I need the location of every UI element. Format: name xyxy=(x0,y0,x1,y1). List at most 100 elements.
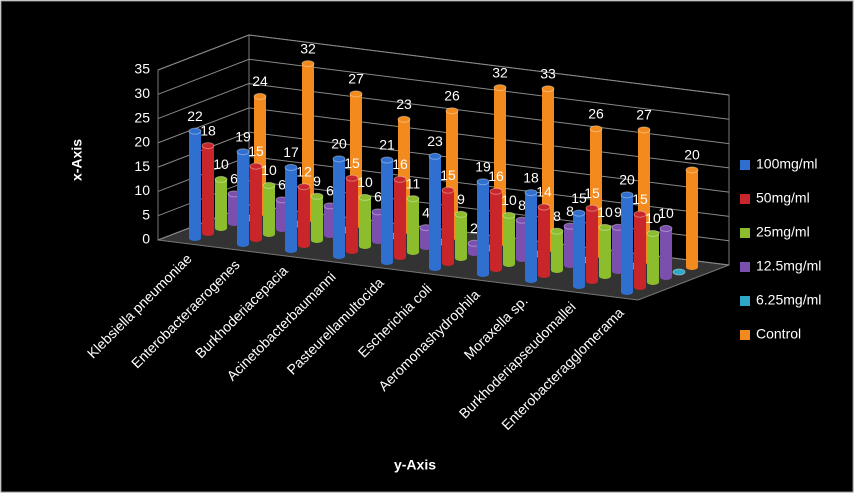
cylinder-top xyxy=(476,178,490,186)
cylinder xyxy=(502,211,516,267)
data-label: 23 xyxy=(427,133,443,149)
legend-swatch xyxy=(740,296,750,306)
cylinder-top xyxy=(589,125,603,133)
bar xyxy=(490,191,502,269)
cylinder-top xyxy=(393,175,407,183)
cylinder-top xyxy=(406,195,420,203)
cylinder xyxy=(550,227,564,273)
cylinder-top xyxy=(672,268,686,276)
data-label: 26 xyxy=(588,105,604,121)
data-label: 20 xyxy=(331,136,347,152)
data-label: 16 xyxy=(488,168,504,184)
grid-line xyxy=(157,131,730,193)
y-tick-label: 35 xyxy=(134,61,150,77)
cylinder-top xyxy=(214,175,228,183)
y-tick-label: 0 xyxy=(142,231,150,247)
data-label: 20 xyxy=(619,172,635,188)
data-label: 9 xyxy=(614,204,622,220)
data-label: 19 xyxy=(475,158,491,174)
cylinder xyxy=(646,229,660,285)
bar xyxy=(634,214,646,287)
data-label: 9 xyxy=(313,173,321,189)
legend-swatch xyxy=(740,228,750,238)
data-label: 15 xyxy=(571,190,587,206)
cylinder xyxy=(489,187,503,272)
legend-label: 12.5mg/ml xyxy=(756,258,821,274)
cylinder-top xyxy=(441,186,455,194)
cylinder-top xyxy=(284,163,298,171)
data-label: 32 xyxy=(300,40,316,56)
y-tick-label: 10 xyxy=(134,182,150,198)
cylinder-top xyxy=(428,152,442,160)
y-tick-label: 5 xyxy=(142,206,150,222)
cylinder xyxy=(201,142,215,236)
grid-line xyxy=(157,58,730,120)
cylinder xyxy=(454,210,468,261)
y-tick-label: 30 xyxy=(134,85,150,101)
data-label: 14 xyxy=(536,184,552,200)
cylinder-top xyxy=(349,90,363,98)
cylinder xyxy=(380,156,394,265)
data-label: 21 xyxy=(379,137,395,153)
cylinder xyxy=(188,127,202,241)
bar xyxy=(429,156,441,268)
data-label: 22 xyxy=(187,108,203,124)
cylinder xyxy=(284,163,298,253)
bar xyxy=(285,167,297,250)
legend-label: 100mg/ml xyxy=(756,156,817,172)
grid-line xyxy=(157,83,730,145)
data-label: 26 xyxy=(444,87,460,103)
bar xyxy=(215,179,227,228)
data-label: 20 xyxy=(684,147,700,163)
data-label: 6 xyxy=(230,171,238,187)
bar xyxy=(202,145,214,233)
bar xyxy=(359,197,371,246)
cylinder xyxy=(441,186,455,266)
cylinder xyxy=(236,148,250,247)
data-label: 16 xyxy=(392,156,408,172)
cylinder-top xyxy=(502,211,516,219)
y-axis-title: x-Axis xyxy=(69,139,85,181)
legend-label: 6.25mg/ml xyxy=(756,292,821,308)
bar xyxy=(442,190,454,263)
cylinder xyxy=(262,181,276,237)
data-label: 27 xyxy=(636,107,652,123)
legend-label: Control xyxy=(756,326,801,342)
bar xyxy=(647,233,659,282)
cylinder-top xyxy=(201,142,215,150)
data-label: 8 xyxy=(518,197,526,213)
cylinder-top xyxy=(550,227,564,235)
cylinder-top xyxy=(397,115,411,123)
cylinder-top xyxy=(541,85,555,93)
bar xyxy=(298,186,310,245)
cylinder xyxy=(476,178,490,277)
bar xyxy=(302,63,314,220)
cylinder-top xyxy=(585,204,599,212)
data-label: 8 xyxy=(566,203,574,219)
cylinder xyxy=(249,162,263,242)
data-label: 23 xyxy=(396,96,412,112)
data-label: 15 xyxy=(632,191,648,207)
y-tick-label: 25 xyxy=(134,109,150,125)
legend-swatch xyxy=(740,330,750,340)
cylinder xyxy=(406,195,420,255)
cylinder xyxy=(633,210,647,290)
bar xyxy=(468,243,480,253)
cylinder-top xyxy=(598,223,612,231)
bar xyxy=(189,131,201,238)
cylinder xyxy=(358,193,372,249)
data-label: 24 xyxy=(252,73,268,89)
legend-label: 25mg/ml xyxy=(756,224,810,240)
cylinder-top xyxy=(489,187,503,195)
cylinder-top xyxy=(380,156,394,164)
data-label: 10 xyxy=(261,162,277,178)
data-label: 27 xyxy=(348,71,364,87)
cylinder xyxy=(585,204,599,284)
data-label: 10 xyxy=(597,204,613,220)
cylinder-top xyxy=(620,191,634,199)
cylinder-top xyxy=(633,210,647,218)
cylinder xyxy=(310,192,324,243)
bar xyxy=(538,207,550,275)
legend-label: 50mg/ml xyxy=(756,190,810,206)
bar xyxy=(250,166,262,239)
